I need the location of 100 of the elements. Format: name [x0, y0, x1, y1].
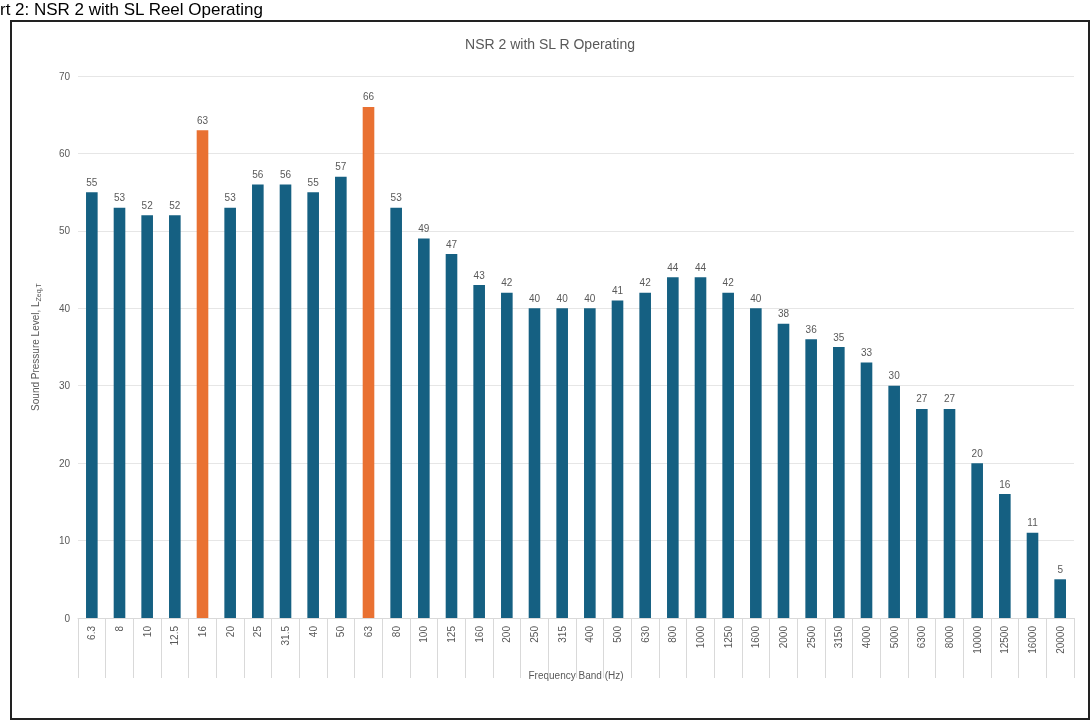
bar: [279, 184, 292, 618]
x-tick-label: 400: [584, 625, 596, 643]
bar: [1054, 579, 1066, 618]
x-tick-label: 40: [307, 625, 319, 638]
bar: [1026, 532, 1039, 618]
x-axis-title: Frequency Band (Hz): [528, 669, 624, 681]
x-tick-label: 10000: [971, 625, 983, 654]
bar: [694, 277, 707, 618]
data-label: 63: [196, 114, 209, 126]
bar: [777, 323, 790, 618]
bar: [196, 130, 209, 618]
y-tick-label: 50: [58, 225, 71, 237]
x-tick-label: 4000: [861, 625, 872, 649]
x-tick-label: 1000: [695, 625, 706, 649]
x-tick-label: 6300: [916, 625, 928, 649]
x-tick-label: 200: [501, 625, 513, 643]
bar: [418, 238, 430, 618]
x-tick-label: 800: [667, 625, 679, 643]
data-label: 42: [639, 277, 652, 289]
x-tick-label: 125: [446, 625, 457, 643]
data-label: 49: [418, 223, 430, 235]
y-tick-label: 0: [64, 612, 71, 624]
data-label: 38: [777, 308, 790, 320]
x-tick-label: 250: [529, 625, 540, 643]
x-tick-label: 160: [473, 625, 485, 643]
x-tick-label: 80: [390, 625, 402, 638]
y-tick-label: 40: [58, 302, 71, 314]
data-label: 44: [694, 261, 707, 273]
x-tick-label: 2000: [778, 625, 789, 649]
x-tick-label: 50: [335, 625, 347, 638]
data-label: 40: [750, 292, 762, 304]
bar: [999, 494, 1011, 618]
x-tick-label: 8000: [944, 625, 955, 649]
bar: [141, 215, 153, 618]
x-tick-label: 10: [141, 625, 153, 638]
data-label: 27: [916, 393, 928, 405]
data-label: 56: [279, 168, 292, 180]
data-label: 35: [833, 331, 845, 343]
x-tick-label: 3150: [833, 625, 845, 649]
y-tick-label: 20: [58, 457, 71, 469]
data-label: 47: [445, 238, 458, 250]
data-label: 52: [169, 199, 181, 211]
y-tick-label: 30: [58, 380, 71, 392]
x-tick-label: 630: [639, 625, 651, 643]
bar: [307, 192, 319, 618]
data-label: 33: [860, 346, 873, 358]
data-label: 42: [501, 277, 513, 289]
data-label: 40: [584, 292, 596, 304]
bar: [750, 308, 762, 618]
bar: [722, 292, 734, 618]
x-tick-label: 315: [556, 625, 568, 643]
bar: [473, 285, 485, 618]
x-tick-label: 16: [197, 625, 208, 638]
bar: [224, 207, 236, 618]
data-label: 55: [307, 176, 320, 188]
data-label: 57: [335, 161, 347, 173]
bar: [390, 207, 402, 618]
x-tick-label: 1250: [722, 625, 734, 649]
x-tick-label: 12500: [999, 625, 1011, 654]
bar: [445, 254, 458, 618]
y-tick-label: 70: [58, 70, 71, 82]
data-label: 53: [113, 192, 126, 204]
bar: [971, 463, 983, 618]
bar: [611, 300, 624, 618]
data-label: 41: [611, 285, 624, 297]
data-label: 40: [528, 292, 541, 304]
x-tick-label: 16000: [1027, 625, 1038, 654]
bar: [943, 408, 956, 618]
data-label: 16: [999, 478, 1011, 490]
x-tick-label: 8: [114, 625, 125, 632]
bar: [252, 184, 264, 618]
data-label: 36: [805, 323, 818, 335]
x-tick-label: 6.3: [86, 625, 98, 640]
bar: [556, 308, 568, 618]
x-tick-label: 12.5: [169, 625, 181, 646]
x-tick-label: 20000: [1054, 625, 1066, 654]
x-tick-label: 31.5: [280, 625, 291, 646]
data-label: 42: [722, 277, 735, 289]
bar: [639, 292, 651, 618]
text: rt 2: NSR 2 with SL Reel Operating: [0, 0, 263, 20]
data-label: 44: [667, 261, 679, 273]
bar: [888, 385, 900, 618]
bar: [860, 362, 873, 618]
x-tick-label: 5000: [888, 625, 900, 649]
bar: [335, 176, 347, 618]
data-label: 56: [252, 168, 264, 180]
bar: [916, 408, 928, 618]
data-label: 52: [141, 199, 154, 211]
x-tick-label: 20: [224, 625, 236, 638]
x-tick-label: 1600: [750, 625, 762, 649]
data-label: 27: [943, 393, 956, 405]
bar: [86, 192, 98, 618]
bar: [584, 308, 596, 618]
y-tick-label: 60: [58, 147, 71, 159]
bar: [667, 277, 679, 618]
data-label: 66: [362, 91, 375, 103]
bar: [362, 106, 375, 618]
x-tick-label: 2500: [805, 625, 817, 649]
data-label: 30: [888, 370, 901, 382]
data-label: 53: [390, 192, 403, 204]
